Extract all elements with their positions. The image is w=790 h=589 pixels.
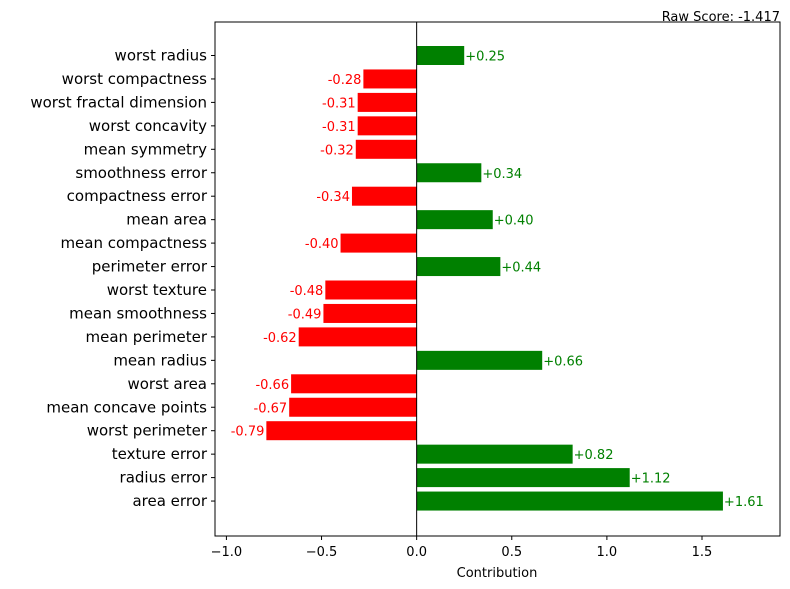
x-tick-label: 0.5 bbox=[501, 545, 522, 560]
value-label: -0.31 bbox=[322, 120, 356, 135]
category-label: mean smoothness bbox=[69, 304, 207, 322]
plot-frame bbox=[214, 21, 781, 537]
value-label: -0.28 bbox=[328, 73, 362, 88]
value-label: +0.40 bbox=[494, 214, 534, 229]
value-label: +0.82 bbox=[574, 448, 614, 463]
bar bbox=[363, 69, 417, 89]
category-label: mean concave points bbox=[46, 398, 207, 416]
category-label: worst compactness bbox=[62, 70, 208, 88]
category-label: texture error bbox=[112, 445, 208, 463]
bar bbox=[340, 233, 417, 253]
category-label: radius error bbox=[120, 469, 208, 487]
bar bbox=[291, 374, 417, 394]
bar bbox=[266, 421, 417, 441]
category-label: worst perimeter bbox=[87, 422, 208, 440]
bar bbox=[289, 397, 417, 417]
bar bbox=[416, 257, 501, 277]
category-label: area error bbox=[132, 492, 207, 510]
raw-score-annotation: Raw Score: -1.417 bbox=[662, 10, 780, 25]
bar bbox=[416, 468, 630, 488]
bar bbox=[416, 350, 543, 370]
bar bbox=[298, 327, 417, 347]
category-label: worst texture bbox=[107, 281, 207, 299]
x-axis-title: Contribution bbox=[457, 566, 538, 581]
x-tick-label: −1.0 bbox=[211, 545, 243, 560]
value-label: +0.66 bbox=[543, 354, 583, 369]
x-tick-label: −0.5 bbox=[306, 545, 338, 560]
x-tick-label: 1.0 bbox=[597, 545, 618, 560]
x-tick-label: 1.5 bbox=[692, 545, 713, 560]
bar bbox=[416, 444, 573, 464]
category-label: perimeter error bbox=[92, 258, 208, 276]
category-label: worst radius bbox=[115, 47, 208, 65]
category-label: worst area bbox=[127, 375, 207, 393]
value-label: +0.34 bbox=[482, 167, 522, 182]
value-label: +0.44 bbox=[501, 261, 541, 276]
bar bbox=[351, 186, 417, 206]
bar bbox=[357, 92, 417, 112]
category-label: mean perimeter bbox=[85, 328, 207, 346]
bar bbox=[325, 280, 417, 300]
value-label: -0.48 bbox=[290, 284, 324, 299]
x-tick-label: 0.0 bbox=[406, 545, 427, 560]
value-label: -0.79 bbox=[231, 425, 265, 440]
category-label: mean compactness bbox=[60, 234, 207, 252]
bar bbox=[416, 210, 493, 230]
bar bbox=[416, 46, 465, 65]
category-label: mean radius bbox=[113, 351, 207, 369]
plot-area: +0.25 worst radius -0.28 worst compactness -… bbox=[30, 22, 764, 560]
value-label: -0.62 bbox=[263, 331, 297, 346]
bar bbox=[416, 491, 723, 511]
value-label: -0.34 bbox=[316, 190, 350, 205]
value-label: -0.31 bbox=[322, 96, 356, 111]
value-label: -0.49 bbox=[288, 307, 322, 322]
bar bbox=[416, 163, 482, 183]
bar bbox=[355, 139, 417, 159]
value-label: +1.61 bbox=[724, 495, 764, 510]
category-label: worst concavity bbox=[89, 117, 207, 135]
value-label: -0.66 bbox=[255, 378, 289, 393]
value-label: -0.67 bbox=[254, 401, 288, 416]
value-label: -0.40 bbox=[305, 237, 339, 252]
category-label: compactness error bbox=[67, 187, 208, 205]
value-label: -0.32 bbox=[320, 143, 354, 158]
category-label: smoothness error bbox=[75, 164, 207, 182]
value-label: +1.12 bbox=[631, 472, 671, 487]
category-label: worst fractal dimension bbox=[30, 93, 207, 111]
bar bbox=[357, 116, 417, 136]
value-label: +0.25 bbox=[465, 50, 505, 65]
category-label: mean symmetry bbox=[84, 140, 207, 158]
category-label: mean area bbox=[126, 211, 207, 229]
bar bbox=[323, 303, 417, 323]
